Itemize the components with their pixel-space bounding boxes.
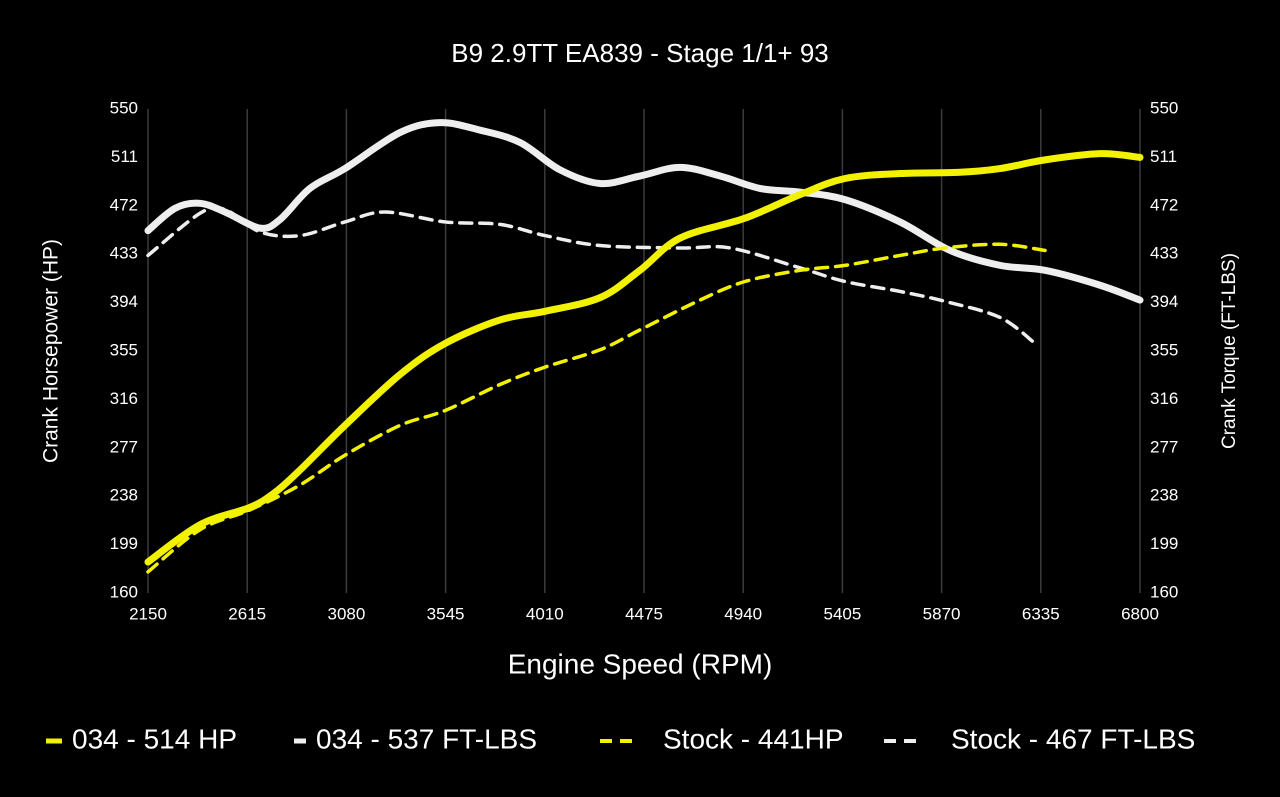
x-tick-label: 2615 xyxy=(228,604,266,623)
x-tick-label: 4010 xyxy=(526,604,564,623)
series-line xyxy=(146,242,1047,574)
y-axis-label: Crank Horsepower (HP) xyxy=(40,239,63,463)
y-tick-label: 277 xyxy=(110,437,138,456)
legend-label: Stock - 467 FT-LBS xyxy=(951,723,1195,754)
y2-tick-label: 394 xyxy=(1150,292,1178,311)
x-tick-label: 5405 xyxy=(823,604,861,623)
y2-tick-label: 277 xyxy=(1150,437,1178,456)
y-tick-label: 160 xyxy=(110,582,138,601)
x-tick-label: 6335 xyxy=(1022,604,1060,623)
y2-tick-label: 160 xyxy=(1150,582,1178,601)
y-tick-label: 511 xyxy=(111,147,138,166)
series-line xyxy=(144,150,1144,566)
x-tick-label: 4940 xyxy=(724,604,762,623)
x-tick-label: 2150 xyxy=(129,604,167,623)
x-tick-label: 3545 xyxy=(427,604,465,623)
y-tick-label: 550 xyxy=(110,98,138,117)
y2-tick-label: 550 xyxy=(1150,98,1178,117)
y-tick-label: 394 xyxy=(110,292,138,311)
y-tick-label: 238 xyxy=(110,486,138,505)
chart-title: B9 2.9TT EA839 - Stage 1/1+ 93 xyxy=(451,38,829,68)
y2-tick-label: 355 xyxy=(1150,340,1178,359)
y2-tick-label: 433 xyxy=(1150,244,1178,263)
y2-tick-label: 511 xyxy=(1150,147,1177,166)
x-tick-label: 5870 xyxy=(923,604,961,623)
x-tick-label: 4475 xyxy=(625,604,663,623)
y2-tick-label: 316 xyxy=(1150,389,1178,408)
y2-axis-label: Crank Torque (FT-LBS) xyxy=(1219,253,1240,449)
y2-tick-label: 472 xyxy=(1150,195,1178,214)
y-tick-label: 316 xyxy=(110,389,138,408)
y2-tick-label: 199 xyxy=(1150,534,1178,553)
y-tick-label: 355 xyxy=(110,340,138,359)
y-tick-label: 472 xyxy=(110,195,138,214)
x-axis-label: Engine Speed (RPM) xyxy=(508,648,773,679)
x-tick-label: 6800 xyxy=(1121,604,1159,623)
x-tick-label: 3080 xyxy=(327,604,365,623)
series-line xyxy=(146,205,1037,346)
legend-label: 034 - 514 HP xyxy=(72,723,237,754)
y2-tick-label: 238 xyxy=(1150,486,1178,505)
legend-label: 034 - 537 FT-LBS xyxy=(316,723,537,754)
y-tick-label: 199 xyxy=(110,534,138,553)
y-tick-label: 433 xyxy=(110,244,138,263)
legend-label: Stock - 441HP xyxy=(663,723,844,754)
